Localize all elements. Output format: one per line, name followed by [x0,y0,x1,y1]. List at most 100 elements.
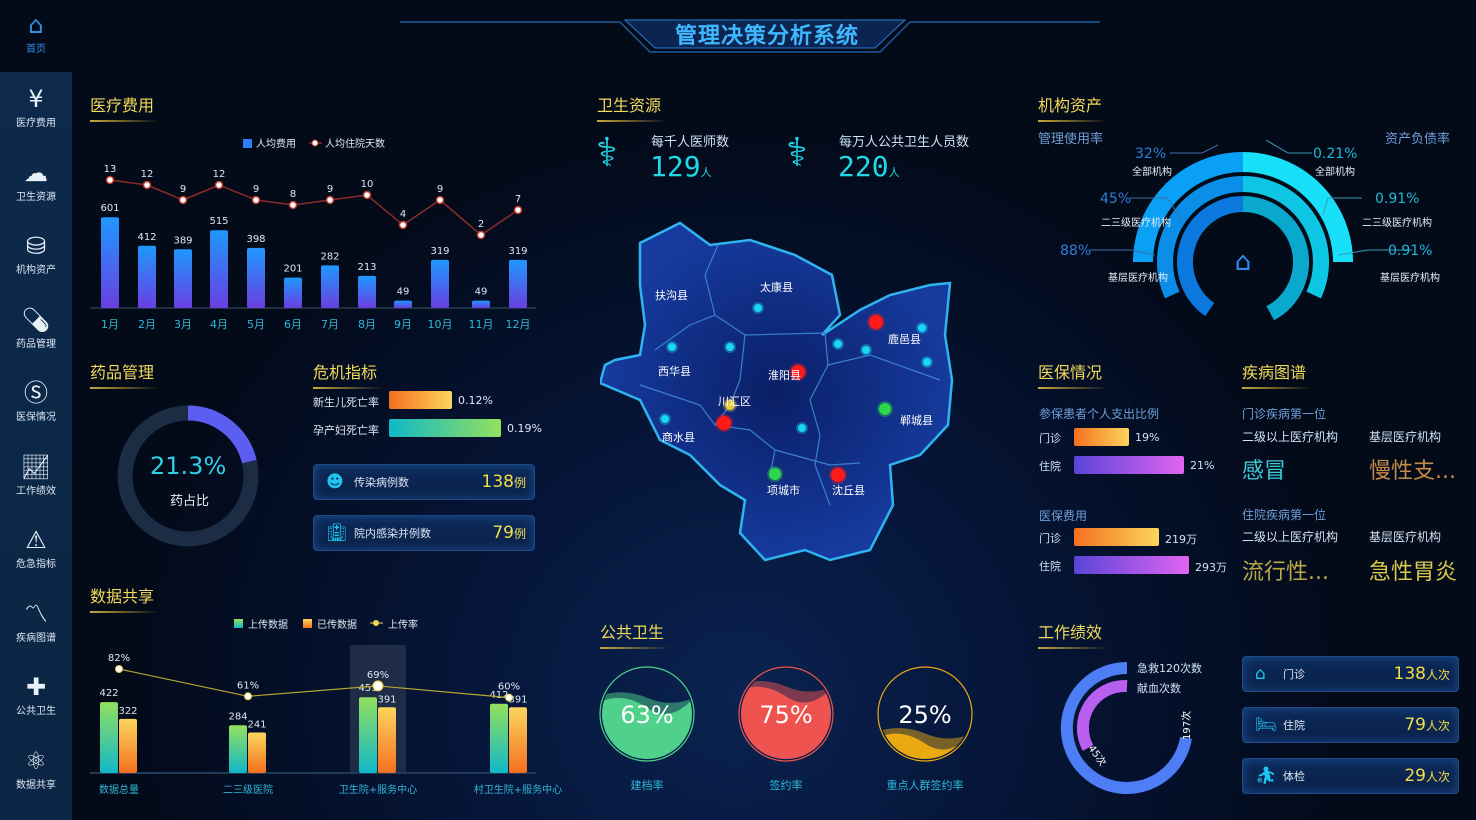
leader-line [1337,249,1412,256]
debt-label: 全部机构 [1315,165,1355,178]
sidebar-item-9[interactable]: ✚ 公共卫生 [0,672,72,717]
map-region-label[interactable]: 川汇区 [718,395,751,408]
map-region-label[interactable]: 太康县 [760,280,793,294]
map-marker[interactable] [659,413,671,425]
cloud-icon: ☁ [24,158,48,187]
gauge-ring [738,666,834,762]
card-label: 院内感染并例数 [354,527,431,540]
home-icon: ⌂ [28,11,44,39]
cost-title: 医保费用 [1039,509,1088,523]
cost-bar [1074,556,1189,574]
sidebar-item-10[interactable]: ⚛ 数据共享 [0,746,72,791]
map-region-label[interactable]: 淮阳县 [768,369,801,382]
sidebar-item-6[interactable]: 📈︎ 工作绩效 [0,452,72,497]
atom-icon: ⚛ [25,746,47,775]
si-icon: Ⓢ [24,379,48,407]
map-region-label[interactable]: 西华县 [658,364,691,378]
map-region-label[interactable]: 项城市 [767,483,800,497]
gauge-label: 建档率 [631,778,664,792]
leader-line [1090,249,1156,256]
bar-value: 219万 [1165,533,1197,546]
checkup-card[interactable]: ⛹︎ 体检 29人次 [1242,758,1459,794]
ratio-title: 参保患者个人支出比例 [1039,407,1160,421]
outpatient-card[interactable]: ⌂ 门诊 138人次 [1242,656,1459,692]
map-marker[interactable] [832,338,844,350]
usage-arc-basic [1177,196,1244,317]
checkup-icon: ⛹︎ [1255,766,1277,786]
inpatient-disease-2: 急性胃炎 [1369,560,1458,585]
map-marker[interactable] [829,466,847,484]
map-marker[interactable] [752,302,764,314]
map-region-label[interactable]: 郸城县 [900,414,933,427]
stat-value: 129人 [650,150,712,183]
map-marker[interactable] [666,341,678,353]
map-marker[interactable] [796,422,808,434]
leader-line [1322,197,1362,216]
gauge-ring [599,666,695,762]
map-marker[interactable] [860,344,872,356]
map-marker[interactable] [916,322,928,334]
hospital-icon: 🏥︎ [326,523,348,543]
debt-arc-tier23 [1242,176,1329,299]
doctor-icon: ⚕ [596,130,618,176]
sidebar-item-label: 医疗费用 [16,118,56,129]
debt-arc-all [1242,152,1353,263]
col-label: 二级以上医疗机构 [1242,430,1339,444]
house-yuan-icon: ¥ [28,85,44,113]
virus-icon: ☻ [326,472,344,492]
section-title-data-share: 数据共享 [90,583,161,613]
sidebar-item-label: 工作绩效 [16,485,56,497]
clinic-icon: ⌂ [1255,664,1266,684]
infectious-cases-card[interactable]: ☻ 传染病例数 138例 [313,464,535,500]
section-title-crisis: 危机指标 [313,359,384,389]
map-region-label[interactable]: 沈丘县 [832,483,865,497]
blood-donation-ring [1076,679,1128,751]
drug-ratio-label: 药占比 [170,494,210,509]
sidebar-item-3[interactable]: ⛁ 机构资产 [0,231,72,276]
debt-value: 0.21% [1313,146,1357,162]
map-marker[interactable] [723,398,737,412]
sidebar-item-2[interactable]: ☁ 卫生资源 [0,158,72,203]
public-health-gauges: 63% 建档率 75% 签约率 25% 重点人群签约率 [599,666,973,792]
debt-value: 0.91% [1388,243,1432,259]
sidebar-item-7[interactable]: ⚠ 危急指标 [0,525,72,570]
map-region-label[interactable]: 商水县 [662,430,695,444]
sidebar-item-0[interactable]: ⌂ 首页 [0,10,72,55]
hospital-infection-card[interactable]: 🏥︎ 院内感染并例数 79例 [313,515,535,551]
bar-value: 19% [1135,431,1160,444]
assets-right-title: 资产负债率 [1385,132,1451,147]
usage-value: 45% [1100,191,1131,207]
neonatal-mortality-bar [389,391,452,409]
map-marker[interactable] [921,356,933,368]
sidebar-item-5[interactable]: Ⓢ 医保情况 [0,378,72,423]
wave-fill [741,686,831,759]
performance-rings: 197次 45次 [1060,661,1193,794]
map-marker[interactable] [767,466,783,482]
bar-row-label: 住院 [1039,560,1061,573]
sidebar-item-label: 机构资产 [16,265,56,276]
drug-ratio-arc [117,405,259,547]
inpatient-card[interactable]: 🛏︎ 住院 79人次 [1242,707,1459,743]
sidebar-item-4[interactable]: 💊︎ 药品管理 [0,305,72,350]
ratio-bar [1074,456,1184,474]
map-marker[interactable] [715,414,733,432]
map-marker[interactable] [877,401,893,417]
map-region-label[interactable]: 鹿邑县 [888,332,921,346]
section-title-assets: 机构资产 [1038,92,1109,122]
sidebar-item-label: 首页 [26,44,46,55]
map-marker[interactable] [724,341,736,353]
ring-value: 45次 [1086,742,1110,768]
map-marker[interactable] [867,313,885,331]
gauge-label: 签约率 [770,778,803,792]
ring-label: 献血次数 [1137,682,1181,695]
section-title-medical-cost: 医疗费用 [90,92,161,122]
map-region-label[interactable]: 扶沟县 [655,288,688,302]
sidebar-item-label: 危急指标 [16,559,56,570]
medical-kit-icon: ✚ [25,673,47,701]
sidebar-item-8[interactable]: 〽疾病图谱 [0,599,72,644]
bar-value: 293万 [1195,561,1227,574]
section-title-insurance: 医保情况 [1038,359,1109,389]
map-marker[interactable] [789,363,807,381]
sidebar-item-1[interactable]: ¥ 医疗费用 [0,84,72,129]
